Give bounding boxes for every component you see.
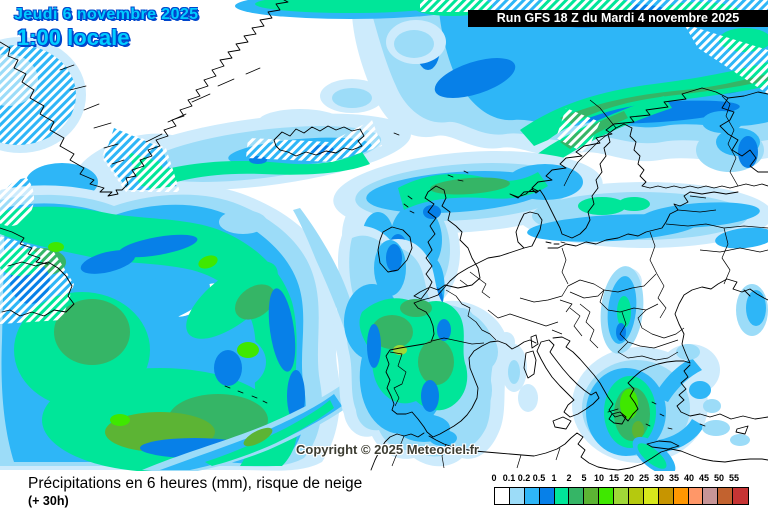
forecast-hour-offset: (+ 30h) — [28, 494, 69, 508]
coast-small-islands — [224, 385, 268, 404]
precip-mediterranean — [497, 266, 768, 476]
coast-greenland — [0, 0, 289, 197]
legend-value-label: 30 — [653, 473, 665, 483]
country-borders — [389, 95, 768, 469]
legend-value-label: 40 — [683, 473, 695, 483]
coast-norway — [509, 87, 768, 239]
precip-iberia — [293, 208, 509, 467]
coast-turkey — [676, 364, 768, 420]
legend-value-label: 20 — [623, 473, 635, 483]
legend-color-box — [554, 488, 570, 504]
legend-value-label: 0 — [491, 473, 497, 483]
coast-germany-benelux — [437, 247, 525, 296]
coast-baltic-south — [547, 191, 739, 249]
legend-value-label: 10 — [593, 473, 605, 483]
legend-value-label: 45 — [698, 473, 710, 483]
legend-value-label: 0.5 — [532, 473, 546, 483]
forecast-datetime: Jeudi 6 novembre 2025 1:00 locale — [14, 6, 199, 51]
legend-color-box — [733, 488, 749, 504]
legend-labels: 0 0.1 0.2 0.5 1 2 5 10 15 20 25 30 35 40 45 50 55 — [491, 473, 752, 486]
legend-color-box — [658, 488, 674, 504]
coast-iceland — [273, 125, 365, 157]
legend-color-box — [569, 488, 585, 504]
legend-color-box — [524, 488, 540, 504]
forecast-local-time: 1:00 locale — [17, 25, 130, 50]
legend-scale — [494, 487, 749, 505]
coast-uk — [413, 185, 481, 300]
precip-legend: 0 0.1 0.2 0.5 1 2 5 10 15 20 25 30 35 40 45 50 55 — [491, 473, 752, 507]
legend-color-box — [584, 488, 600, 504]
legend-color-box — [629, 488, 644, 504]
precip-southeast-band — [142, 386, 352, 474]
legend-color-box — [643, 488, 659, 504]
legend-color-box — [688, 488, 704, 504]
coast-sardinia-corsica — [523, 334, 539, 379]
legend-value-label: 35 — [668, 473, 680, 483]
map-parameter-title: Précipitations en 6 heures (mm), risque … — [28, 475, 363, 492]
legend-color-box — [509, 488, 525, 504]
snow-risk-hatch-overlay — [0, 0, 768, 324]
coast-aegean-islands — [645, 401, 706, 430]
copyright-watermark: Copyright © 2025 Meteociel.fr — [296, 442, 479, 457]
greenland-fjords — [59, 64, 261, 165]
coastlines — [0, 0, 768, 471]
coast-france-iberia-med — [385, 294, 537, 438]
coast-sicily — [552, 416, 572, 430]
legend-value-label: 0.1 — [502, 473, 516, 483]
legend-color-box — [673, 488, 689, 504]
legend-color-box — [599, 488, 615, 504]
legend-value-label: 15 — [608, 473, 620, 483]
forecast-date: Jeudi 6 novembre 2025 — [14, 6, 199, 23]
legend-value-label: 55 — [728, 473, 740, 483]
legend-value-label: 5 — [581, 473, 587, 483]
coast-denmark — [515, 211, 566, 249]
legend-color-box — [703, 488, 719, 504]
coast-italy — [536, 339, 600, 418]
legend-color-box — [614, 488, 630, 504]
legend-value-label: 1 — [551, 473, 557, 483]
coast-crete-cyprus — [646, 425, 749, 450]
legend-color-box — [495, 488, 510, 504]
coast-kola-whitesea — [701, 87, 768, 173]
coast-uk-islands — [393, 132, 469, 214]
legend-value-label: 50 — [713, 473, 725, 483]
model-run-banner: Run GFS 18 Z du Mardi 4 novembre 2025 — [468, 10, 768, 27]
coast-north-africa — [370, 432, 768, 471]
legend-color-box — [718, 488, 734, 504]
legend-value-label: 25 — [638, 473, 650, 483]
coast-ireland — [377, 226, 413, 273]
legend-color-box — [539, 488, 555, 504]
coast-peloponnese — [607, 408, 627, 425]
legend-value-label: 0.2 — [517, 473, 531, 483]
legend-value-label: 2 — [566, 473, 572, 483]
coast-newfoundland — [0, 227, 75, 317]
coast-blacksea — [674, 278, 768, 364]
